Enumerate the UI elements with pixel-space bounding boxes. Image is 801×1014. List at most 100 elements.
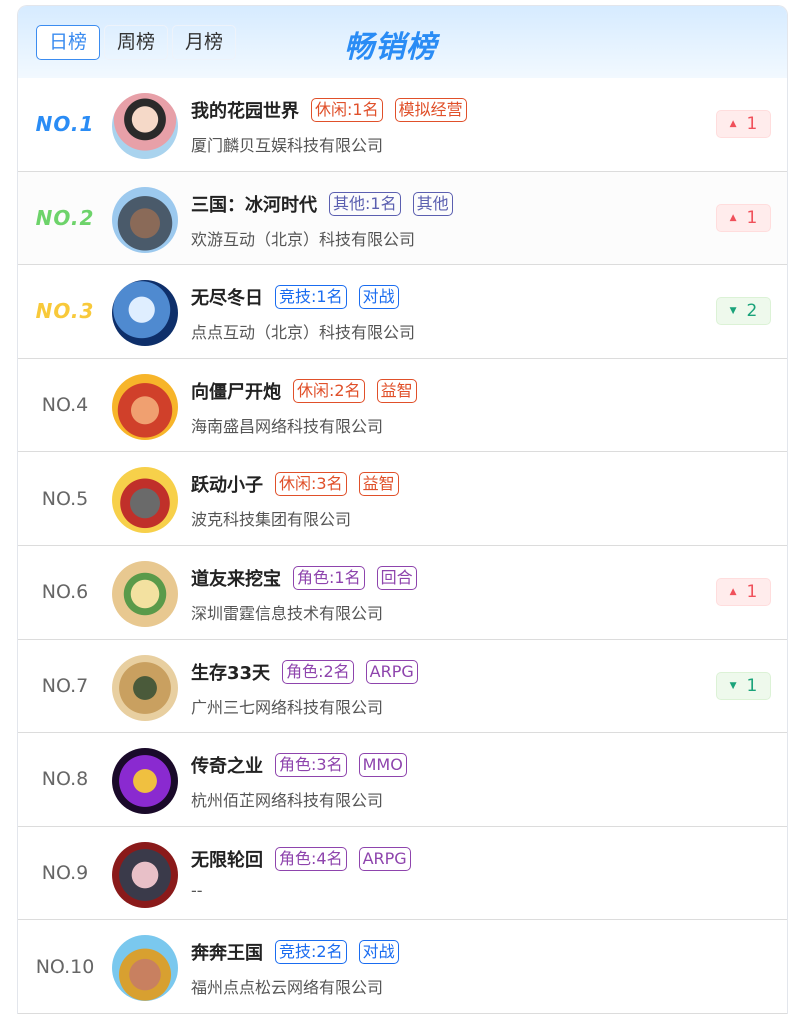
game-icon[interactable]: [112, 186, 178, 253]
rank-change-badge: ▼ 2: [716, 297, 771, 326]
game-name[interactable]: 向僵尸开炮: [191, 381, 281, 403]
genre-tag: 益智: [358, 472, 399, 497]
list-item[interactable]: NO.1 我的花园世界 休闲:1名 模拟经营 厦门麟贝互娱科技有限公司 ▲ 1: [18, 78, 787, 172]
tab-weekly[interactable]: 周榜: [104, 25, 169, 60]
list-item[interactable]: NO.8 传奇之业 角色:3名 MMO 杭州佰芷网络科技有限公司: [18, 733, 787, 827]
genre-tag: 对战: [358, 285, 399, 310]
triangle-up-icon: ▲: [729, 119, 737, 129]
game-info: 奔奔王国 竞技:2名 对战 福州点点松云网络有限公司: [191, 938, 399, 998]
company-name: 欢游互动（北京）科技有限公司: [191, 229, 416, 249]
game-info: 跃动小子 休闲:3名 益智 波克科技集团有限公司: [191, 470, 399, 530]
company-name: 广州三七网络科技有限公司: [191, 697, 384, 717]
list-item[interactable]: NO.7 生存33天 角色:2名 ARPG 广州三七网络科技有限公司 ▼ 1: [18, 639, 787, 734]
ranking-list: NO.1 我的花园世界 休闲:1名 模拟经营 厦门麟贝互娱科技有限公司 ▲ 1 NO.…: [18, 78, 787, 1014]
genre-tag: 对战: [358, 940, 399, 965]
game-name[interactable]: 无尽冬日: [191, 288, 263, 310]
game-icon[interactable]: [112, 93, 178, 159]
list-item[interactable]: NO.2 三国：冰河时代 其他:1名 其他 欢游互动（北京）科技有限公司 ▲ 1: [18, 171, 787, 266]
rank-label: NO.9: [41, 862, 89, 885]
game-name[interactable]: 无限轮回: [191, 849, 263, 871]
company-name: 点点互动（北京）科技有限公司: [191, 323, 416, 343]
genre-tag: 角色:3名: [275, 753, 347, 778]
rank-label: NO.5: [41, 487, 89, 510]
game-info: 无尽冬日 竞技:1名 对战 点点互动（北京）科技有限公司: [191, 283, 415, 343]
game-icon[interactable]: [112, 373, 178, 440]
rank-label: NO.8: [41, 768, 89, 791]
game-name[interactable]: 奔奔王国: [191, 943, 263, 965]
rank-label: NO.6: [41, 581, 89, 604]
triangle-down-icon: ▼: [729, 306, 737, 317]
rank-change-badge: ▲ 1: [716, 110, 771, 138]
rank-change-value: 1: [746, 207, 758, 228]
rank-change-value: 1: [746, 581, 758, 602]
rank-label: NO.10: [35, 955, 95, 978]
triangle-up-icon: ▲: [729, 212, 737, 223]
rank-change-value: 1: [746, 114, 758, 134]
game-info: 传奇之业 角色:3名 MMO 杭州佰芷网络科技有限公司: [191, 751, 407, 811]
game-icon[interactable]: [112, 280, 178, 347]
genre-tag: 休闲:2名: [293, 378, 365, 403]
rank-change-badge: ▲ 1: [716, 203, 771, 232]
list-item[interactable]: NO.10 奔奔王国 竞技:2名 对战 福州点点松云网络有限公司: [18, 920, 787, 1014]
game-info: 生存33天 角色:2名 ARPG 广州三七网络科技有限公司: [191, 658, 418, 718]
tab-daily[interactable]: 日榜: [36, 25, 101, 60]
genre-tag: 休闲:1名: [311, 98, 383, 122]
genre-tag: 角色:4名: [275, 846, 347, 871]
rank-change-value: 1: [746, 675, 758, 696]
game-icon[interactable]: [112, 935, 178, 1002]
game-icon[interactable]: [112, 560, 178, 627]
rank-change-badge: ▼ 1: [716, 671, 771, 700]
page-title: 畅销榜: [344, 30, 437, 65]
game-name[interactable]: 我的花园世界: [191, 101, 299, 122]
rank-change-value: 2: [746, 301, 758, 322]
genre-tag: MMO: [358, 753, 407, 778]
game-info: 向僵尸开炮 休闲:2名 益智 海南盛昌网络科技有限公司: [191, 377, 417, 437]
genre-tag: 益智: [376, 378, 417, 403]
game-icon[interactable]: [112, 748, 178, 815]
game-info: 我的花园世界 休闲:1名 模拟经营 厦门麟贝互娱科技有限公司: [191, 96, 467, 156]
bestseller-card: 日榜 周榜 月榜 畅销榜 NO.1 我的花园世界 休闲:1名 模拟经营 厦门麟贝互…: [17, 5, 788, 1014]
game-icon[interactable]: [112, 467, 178, 534]
genre-tag: 角色:1名: [293, 565, 365, 590]
rank-label: NO.7: [41, 674, 89, 697]
triangle-down-icon: ▼: [729, 680, 737, 691]
game-name[interactable]: 跃动小子: [191, 475, 263, 497]
period-tabs: 日榜 周榜 月榜: [36, 25, 237, 60]
list-item[interactable]: NO.5 跃动小子 休闲:3名 益智 波克科技集团有限公司: [18, 452, 787, 546]
list-item[interactable]: NO.9 无限轮回 角色:4名 ARPG --: [18, 826, 787, 921]
company-name: 福州点点松云网络有限公司: [191, 978, 384, 998]
company-name: 深圳雷霆信息技术有限公司: [191, 603, 384, 623]
company-name: --: [191, 880, 203, 900]
genre-tag: 其他:1名: [329, 191, 401, 216]
rank-label: NO.3: [35, 299, 95, 324]
genre-tag: 其他: [412, 191, 453, 216]
tab-monthly[interactable]: 月榜: [172, 25, 237, 60]
header: 日榜 周榜 月榜 畅销榜: [18, 6, 787, 78]
company-name: 波克科技集团有限公司: [191, 510, 352, 530]
genre-tag: ARPG: [365, 659, 418, 684]
genre-tag: 回合: [376, 565, 417, 590]
game-name[interactable]: 道友来挖宝: [191, 568, 281, 590]
game-info: 三国：冰河时代 其他:1名 其他 欢游互动（北京）科技有限公司: [191, 190, 453, 250]
list-item[interactable]: NO.6 道友来挖宝 角色:1名 回合 深圳雷霆信息技术有限公司 ▲ 1: [18, 545, 787, 640]
rank-label: NO.2: [35, 205, 95, 230]
rank-label: NO.4: [41, 394, 89, 417]
list-item[interactable]: NO.4 向僵尸开炮 休闲:2名 益智 海南盛昌网络科技有限公司: [18, 358, 787, 453]
game-icon[interactable]: [112, 654, 178, 721]
genre-tag: 竞技:1名: [275, 285, 347, 310]
rank-change-badge: ▲ 1: [716, 577, 771, 606]
genre-tag: 休闲:3名: [275, 472, 347, 497]
game-name[interactable]: 生存33天: [191, 662, 271, 684]
rank-label: NO.1: [35, 112, 95, 137]
genre-tag: 角色:2名: [282, 659, 354, 684]
company-name: 厦门麟贝互娱科技有限公司: [191, 136, 384, 155]
game-name[interactable]: 三国：冰河时代: [191, 194, 317, 216]
list-item[interactable]: NO.3 无尽冬日 竞技:1名 对战 点点互动（北京）科技有限公司 ▼ 2: [18, 265, 787, 359]
game-name[interactable]: 传奇之业: [191, 756, 263, 778]
company-name: 杭州佰芷网络科技有限公司: [191, 791, 384, 811]
company-name: 海南盛昌网络科技有限公司: [191, 416, 384, 436]
triangle-up-icon: ▲: [729, 586, 737, 597]
genre-tag: 竞技:2名: [275, 940, 347, 965]
genre-tag: ARPG: [358, 846, 411, 871]
game-icon[interactable]: [112, 841, 178, 908]
